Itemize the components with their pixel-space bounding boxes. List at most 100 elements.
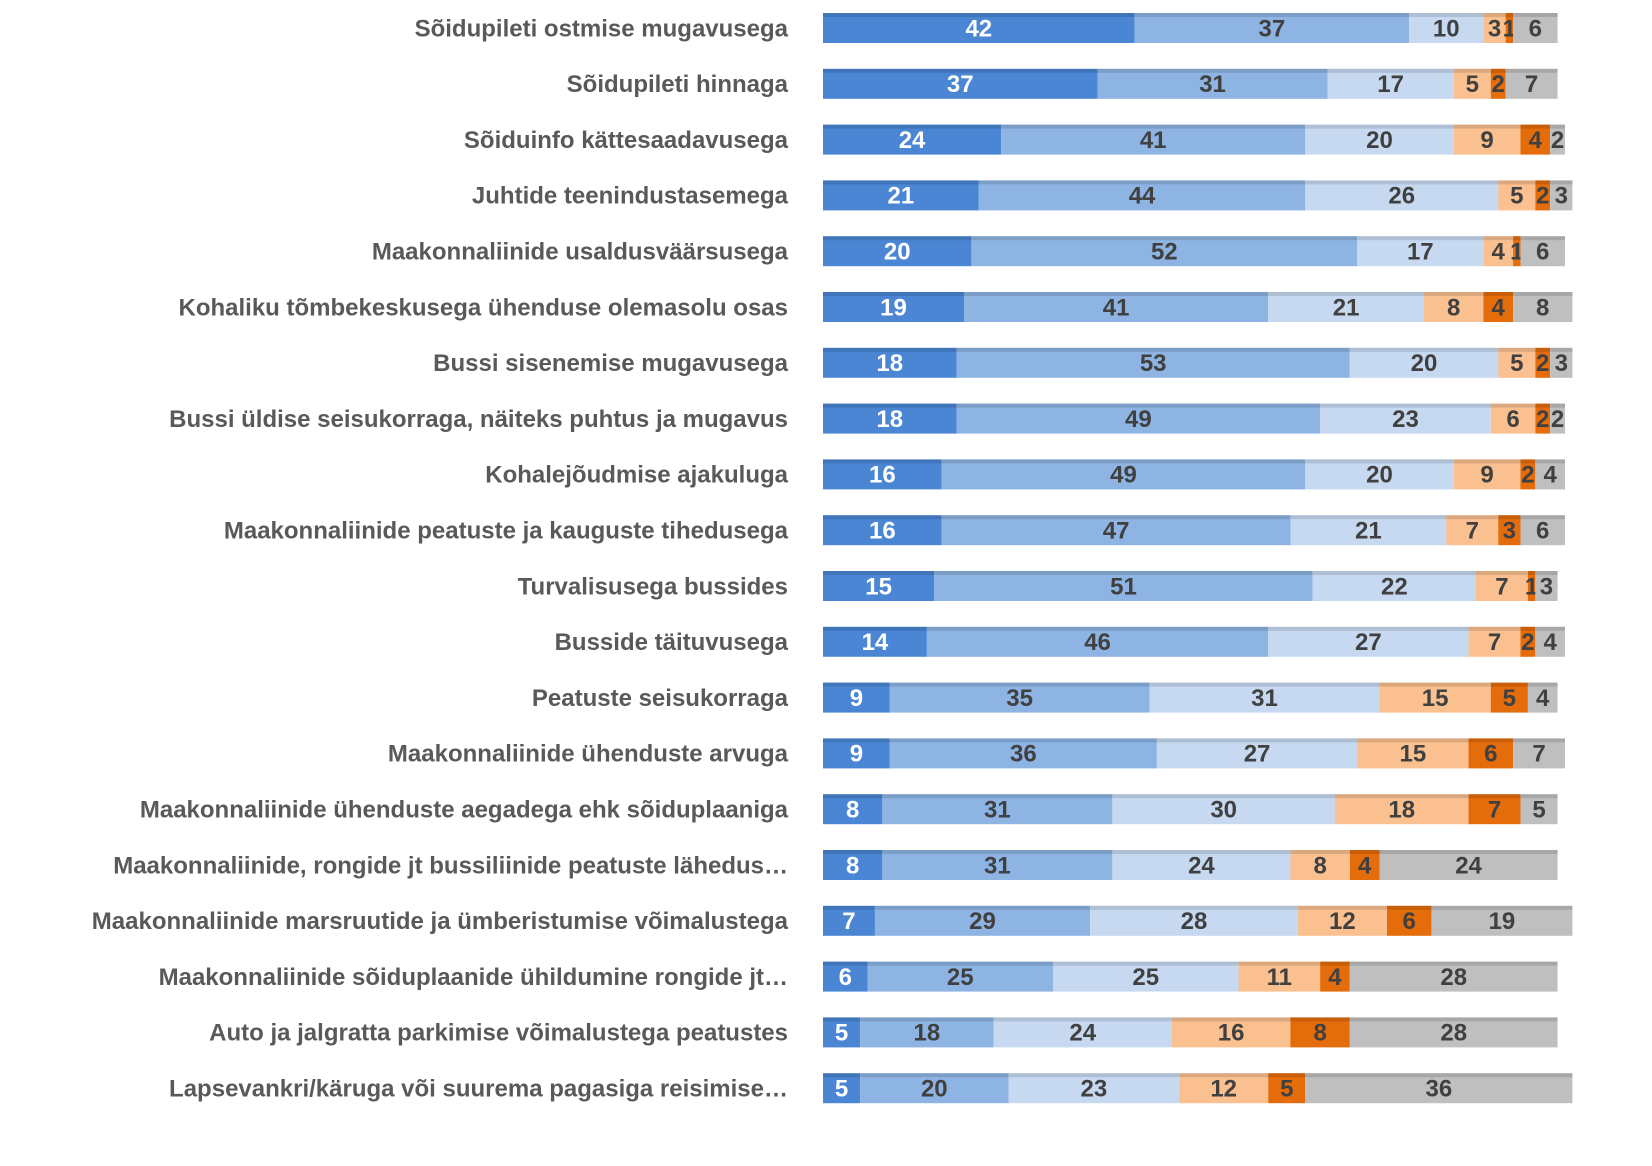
bar-segment [1268,626,1469,657]
value-label: 8 [846,852,859,879]
value-label: 24 [899,127,926,154]
bar-top-edge [1008,1073,1180,1078]
bar-top-edge [823,236,972,241]
bar-top-edge [1312,571,1476,575]
value-label: 31 [984,852,1011,879]
value-label: 8 [1447,294,1460,321]
bar-segment [1320,961,1350,992]
bar-top-edge [823,292,964,296]
bar-top-edge [1305,459,1454,464]
value-label: 25 [1132,964,1159,991]
bar-segment [1431,905,1573,936]
bar-top-edge [1483,13,1506,17]
bar-top-edge [1505,13,1514,17]
bar-segment [1001,124,1306,155]
bar-segment [941,515,1291,546]
bar-top-edge [1097,68,1328,73]
value-label: 53 [1140,350,1167,377]
bar-top-edge [1149,682,1380,687]
bar-segment [823,403,957,434]
bar-top-edge [823,124,1002,129]
bar-segment [1424,292,1484,322]
bar-top-edge [1379,682,1491,687]
value-label: 9 [850,741,863,768]
bar-top-edge [1305,180,1499,185]
value-label: 23 [1080,1076,1107,1103]
bar-segment [1312,571,1476,601]
bar-top-edge [1550,347,1573,352]
value-label: 36 [1426,1076,1453,1103]
bar-top-edge [941,515,1291,520]
bar-top-edge [1320,961,1350,966]
bar-segment [1112,794,1335,825]
bar-segment [1349,1017,1558,1048]
bar-top-edge [971,236,1358,241]
bar-segment [978,180,1306,211]
bar-top-edge [1327,68,1454,73]
bar-segment [1409,13,1484,43]
value-label: 18 [876,406,903,433]
bar-segment [1513,292,1573,322]
value-label: 6 [839,964,852,991]
value-label: 42 [965,15,992,42]
value-label: 22 [1381,573,1408,600]
bar-top-edge [1535,403,1551,408]
bar-top-edge [1290,1017,1350,1022]
value-label: 31 [1251,685,1278,712]
value-label: 5 [835,1020,848,1047]
bar-segment [993,1017,1172,1048]
bar-segment [1505,13,1514,43]
value-label: 7 [1525,71,1538,98]
bar-top-edge [1498,515,1521,520]
bar-top-edge [823,180,979,185]
bar-segment [1550,347,1573,378]
bar-segment [1297,905,1387,936]
bar-segment [1490,403,1536,434]
bar-top-edge [1535,626,1565,631]
bar-segment [1268,1073,1306,1104]
bar-segment [934,571,1313,601]
value-label: 5 [1532,797,1545,824]
value-label: 20 [1366,462,1393,489]
bar-top-edge [993,1017,1172,1022]
bar-segment [1053,961,1239,992]
bar-segment [823,180,979,211]
bar-top-edge [1001,124,1306,129]
value-label: 16 [869,462,896,489]
category-label: Lapsevankri/käruga või suurema pagasiga … [169,1076,788,1103]
bar-segment [823,124,1002,155]
bar-top-edge [1112,794,1335,799]
category-label: Maakonnaliinide marsruutide ja ümberistu… [92,908,789,935]
bar-top-edge [823,459,942,464]
bar-top-edge [1424,292,1484,296]
bar-top-edge [860,1073,1009,1078]
bar-top-edge [823,850,883,854]
bar-top-edge [823,1073,861,1078]
bar-segment [1520,236,1565,267]
value-label: 20 [884,239,911,266]
value-label: 7 [842,908,855,935]
value-label: 27 [1244,741,1271,768]
category-label: Maakonnaliinide ühenduste arvuga [388,741,789,768]
bar-segment [1290,1017,1350,1048]
value-label: 24 [1069,1020,1096,1047]
bar-top-edge [1446,515,1499,520]
category-label: Busside täituvusega [555,629,789,656]
bar-top-edge [823,738,890,743]
value-label: 3 [1555,183,1568,210]
bar-top-edge [1468,738,1514,743]
bar-top-edge [1349,961,1558,966]
bar-top-edge [1453,68,1491,73]
bar-segment [1171,1017,1291,1048]
bar-top-edge [1297,905,1387,910]
bar-top-edge [1527,571,1536,575]
value-label: 4 [1358,852,1372,879]
bar-segment [1483,236,1514,267]
bar-segment [1490,682,1528,713]
value-label: 4 [1529,127,1543,154]
bar-top-edge [956,347,1350,352]
value-label: 24 [1188,852,1215,879]
bar-top-edge [1156,738,1358,743]
bar-top-edge [978,180,1306,185]
bar-segment [874,905,1091,936]
